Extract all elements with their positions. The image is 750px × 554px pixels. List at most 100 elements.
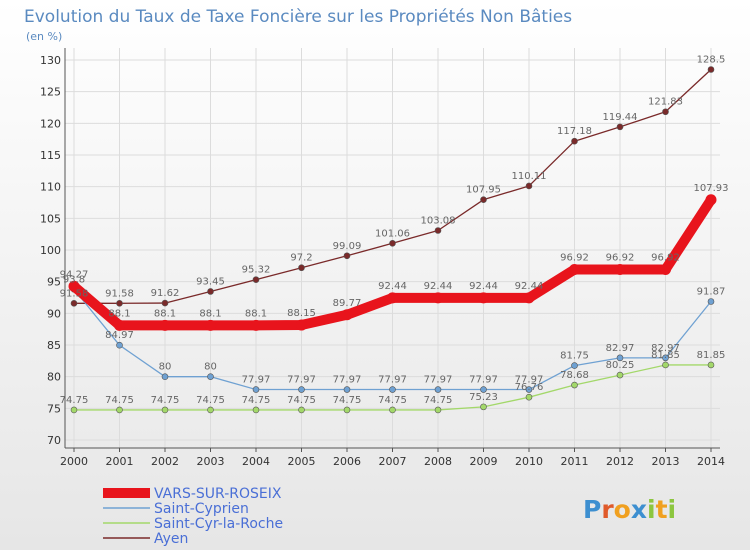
data-label: 76.76	[515, 382, 544, 393]
data-point	[707, 298, 715, 305]
x-tick-label: 2013	[652, 455, 680, 468]
x-tick-label: 2002	[151, 455, 179, 468]
proxiti-logo: Proxiti	[583, 495, 676, 524]
data-point	[387, 292, 398, 304]
data-label: 88.1	[108, 308, 130, 319]
data-label: 110.11	[512, 171, 547, 182]
data-label: 91.58	[105, 288, 134, 299]
data-label: 80.25	[606, 360, 635, 371]
data-point	[343, 406, 351, 414]
legend: VARS-SUR-ROSEIXSaint-CyprienSaint-Cyr-la…	[103, 486, 283, 547]
data-label: 81.85	[697, 350, 726, 361]
data-point	[616, 354, 624, 362]
data-point	[161, 406, 169, 414]
data-point	[705, 194, 717, 206]
data-label: 82.97	[651, 343, 680, 354]
data-point	[660, 264, 671, 276]
y-tick-label: 105	[40, 212, 61, 225]
data-label: 97.2	[290, 253, 312, 264]
data-point	[480, 403, 487, 411]
data-point	[662, 361, 669, 369]
data-label: 74.75	[333, 395, 362, 406]
data-point	[614, 264, 626, 276]
y-tick-label: 110	[40, 181, 61, 194]
data-label: 89.77	[333, 298, 362, 309]
y-tick-label: 85	[47, 339, 61, 352]
data-label: 93.8	[63, 274, 85, 285]
data-label: 88.15	[287, 308, 316, 319]
data-label: 94.27	[60, 269, 89, 280]
axes: 70 75 80 85 90 95 100 105 110 115 120 125 130 2000 200…	[40, 48, 725, 468]
data-label: 77.97	[287, 375, 316, 386]
data-label: 92.44	[378, 281, 407, 292]
data-label: 92.44	[469, 281, 498, 292]
y-tick-label: 130	[40, 54, 61, 67]
data-label: 84.97	[105, 330, 134, 341]
data-point	[571, 137, 578, 145]
data-point	[161, 373, 169, 380]
data-label: 117.18	[557, 126, 592, 137]
data-label: 92.44	[424, 281, 453, 292]
data-label: 74.75	[196, 395, 225, 406]
data-label: 77.97	[378, 375, 407, 386]
data-point	[616, 371, 624, 379]
data-point	[480, 196, 487, 203]
data-label: 80	[204, 362, 217, 373]
logo-letter: x	[631, 495, 647, 524]
x-tick-label: 2011	[561, 455, 589, 468]
data-point	[480, 386, 487, 393]
series-layer	[68, 66, 717, 414]
data-label: 88.1	[154, 308, 176, 319]
y-tick-label: 80	[47, 371, 61, 384]
data-label: 99.09	[333, 241, 362, 252]
data-label: 81.75	[560, 351, 589, 362]
logo-letter: t	[656, 495, 668, 524]
data-label: 77.97	[515, 375, 544, 386]
data-point	[662, 354, 669, 362]
logo-letter: i	[647, 495, 656, 524]
data-label: 95.32	[242, 265, 271, 276]
data-label: 74.75	[60, 395, 89, 406]
data-label: 103.08	[421, 215, 456, 226]
y-tick-label: 75	[47, 402, 61, 415]
data-label: 80	[159, 362, 172, 373]
data-point	[116, 300, 123, 307]
data-point	[571, 381, 578, 389]
y-tick-label: 125	[40, 86, 61, 99]
data-label: 92.44	[515, 281, 544, 292]
data-point	[525, 393, 533, 401]
data-label: 78.68	[560, 370, 589, 381]
x-tick-label: 2014	[697, 455, 725, 468]
data-point	[434, 406, 442, 414]
logo-letter: P	[583, 495, 601, 524]
data-label: 74.75	[424, 395, 453, 406]
data-label: 77.97	[424, 375, 453, 386]
data-label: 91.62	[151, 288, 180, 299]
x-tick-label: 2003	[197, 455, 225, 468]
data-label: 107.93	[694, 183, 729, 194]
data-point	[569, 264, 580, 276]
data-label: 74.75	[378, 395, 407, 406]
x-tick-label: 2012	[606, 455, 634, 468]
data-label: 77.97	[469, 375, 498, 386]
x-tick-label: 2008	[424, 455, 452, 468]
logo-letter: o	[614, 495, 631, 524]
data-point	[114, 319, 125, 331]
data-point	[389, 406, 396, 414]
data-label: 82.97	[606, 343, 635, 354]
data-point	[707, 361, 715, 369]
data-label: 96.92	[560, 253, 589, 264]
data-point	[250, 319, 262, 331]
data-point	[707, 66, 715, 73]
data-point	[523, 292, 535, 304]
data-label: 91.58	[60, 288, 89, 299]
data-point	[341, 309, 353, 321]
x-tick-label: 2005	[288, 455, 316, 468]
data-point	[389, 239, 396, 247]
x-tick-label: 2009	[470, 455, 498, 468]
x-tick-label: 2007	[379, 455, 407, 468]
series-1	[70, 285, 715, 393]
data-label: 74.75	[287, 395, 316, 406]
data-point	[205, 319, 216, 331]
